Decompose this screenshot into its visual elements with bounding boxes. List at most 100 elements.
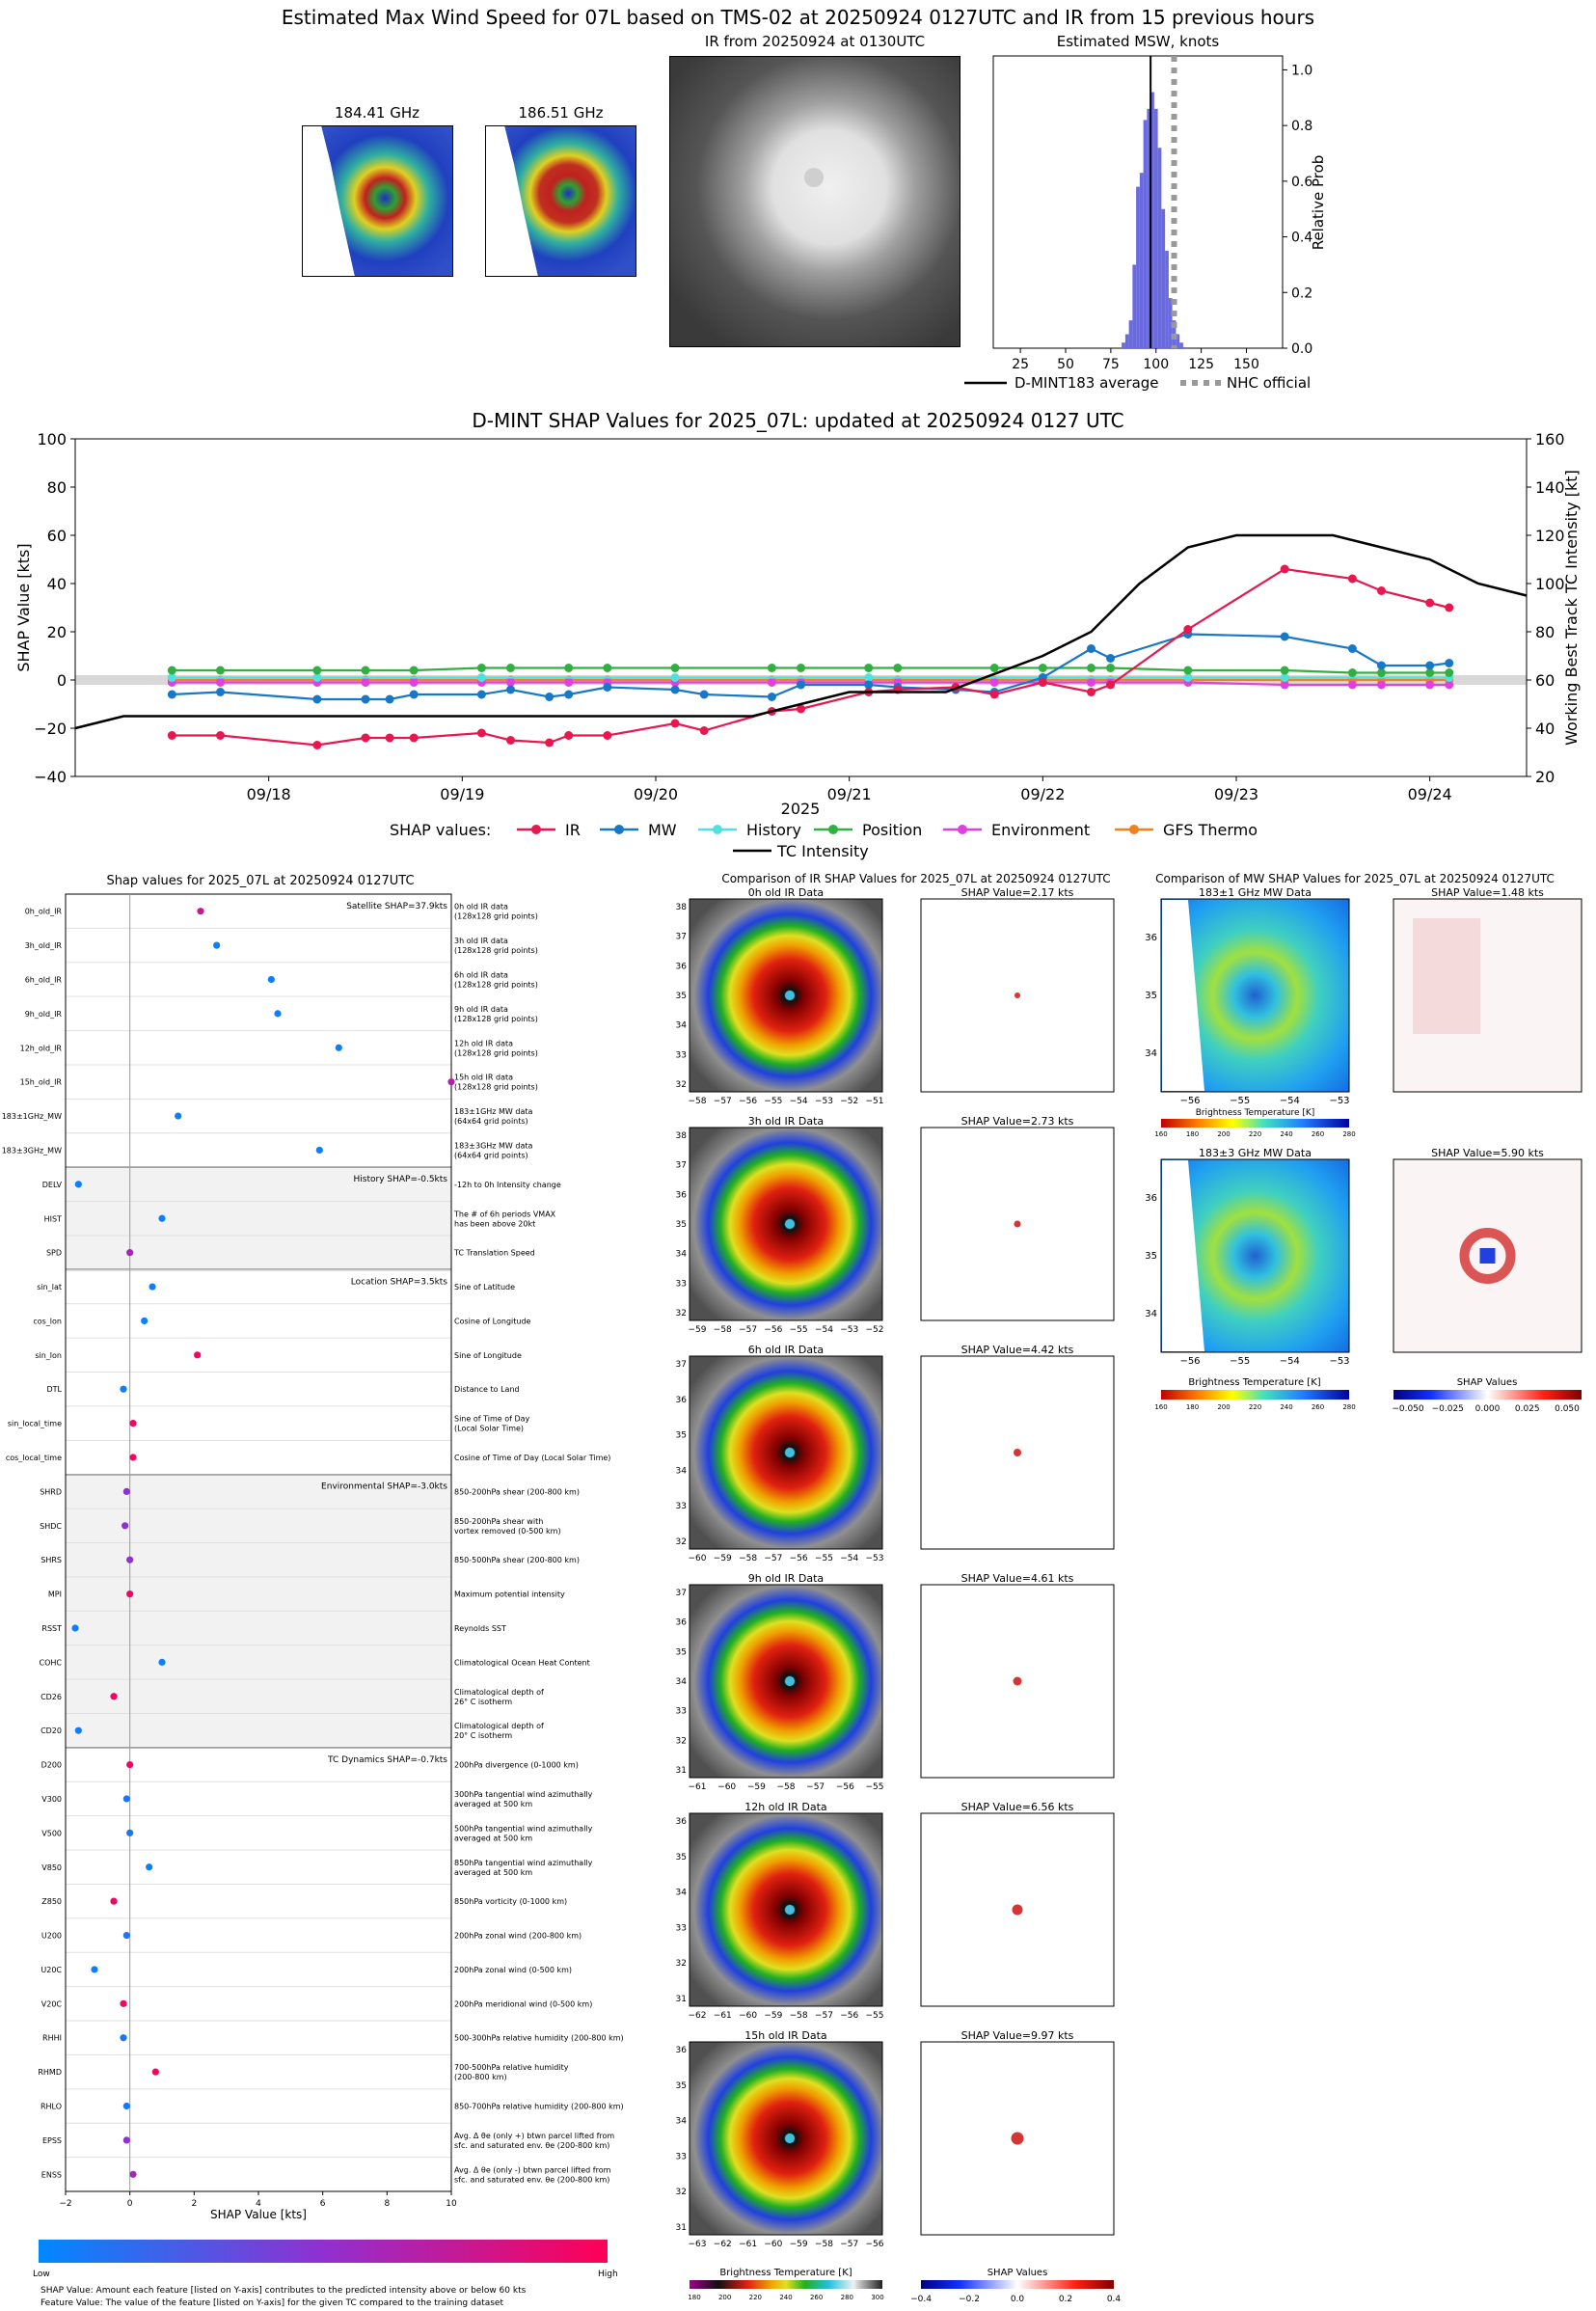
bee-point (129, 1420, 137, 1427)
ts-ytick: −20 (34, 720, 67, 738)
bee-feature-desc: 12h old IR data (454, 1039, 513, 1047)
ir-ytick: 32 (676, 1080, 687, 1090)
ts-point-ir (385, 733, 394, 743)
mw-row-title: 183±1 GHz MW Data (1199, 886, 1312, 899)
ir-xtick: −60 (717, 1782, 736, 1792)
ir-shap-hotspot (1014, 1449, 1021, 1456)
bee-feature-desc: -12h to 0h Intensity change (454, 1181, 561, 1189)
bee-point (74, 1181, 82, 1188)
hist-bar (1128, 320, 1133, 348)
ts-y2tick: 20 (1535, 768, 1555, 786)
bee-point (126, 1556, 134, 1563)
legend-nhc-label: NHC official (1227, 374, 1311, 392)
ir-eye (785, 1448, 795, 1457)
ts-point-history (1280, 673, 1289, 682)
ir-xtick: −60 (764, 2240, 782, 2249)
ir-xtick: −55 (866, 1782, 884, 1792)
mw-xtick: −55 (1230, 1356, 1250, 1367)
ts-legend-label: MW (648, 821, 677, 839)
bee-cb-low: Low (33, 2270, 50, 2279)
bee-feature-name: 9h_old_IR (25, 1010, 63, 1019)
mw-cb-tick-row1: 260 (1312, 1130, 1324, 1138)
ts-xtick: 09/22 (1020, 785, 1065, 803)
bee-point (122, 1931, 130, 1940)
ts-ytick: 100 (37, 430, 67, 449)
ts-point-environment (409, 678, 419, 687)
mw-xtick: −53 (1329, 1356, 1349, 1367)
bee-feature-desc: Avg. Δ θe (only +) btwn parcel lifted fr… (454, 2132, 614, 2140)
ir-ytick: 34 (676, 1250, 688, 1260)
ir-xtick: −55 (866, 2011, 884, 2021)
ts-point-mw (670, 685, 680, 694)
ir-ytick: 33 (676, 1502, 687, 1511)
bee-feature-desc: The # of 6h periods VMAX (453, 1210, 556, 1218)
ir-ytick: 34 (676, 1889, 688, 1898)
ts-point-history (670, 673, 680, 682)
bee-point (122, 2102, 130, 2110)
ir-panel-title: Comparison of IR SHAP Values for 2025_07… (721, 872, 1111, 885)
bee-feature-desc: 850hPa vorticity (0-1000 km) (454, 1897, 567, 1906)
main-title: Estimated Max Wind Speed for 07L based o… (281, 6, 1315, 29)
bee-point (158, 1214, 166, 1222)
ts-point-mw (167, 690, 176, 699)
ir-ytick: 32 (676, 1959, 687, 1969)
ts-point-position (216, 666, 225, 675)
bee-point (447, 1078, 455, 1086)
ir-xtick: −56 (836, 1782, 854, 1792)
bee-feature-desc: 300hPa tangential wind azimuthally (454, 1790, 593, 1799)
ts-point-position (893, 664, 903, 672)
bee-xtick: 0 (127, 2199, 133, 2209)
hist-xtick: 50 (1057, 357, 1074, 372)
ir-cb-tick: 200 (718, 2294, 731, 2301)
hist-bar (1168, 298, 1173, 348)
ts-point-environment (1280, 680, 1289, 690)
ts-line-environment (172, 681, 1449, 687)
ts-point-mw (1347, 644, 1357, 653)
ir-ytick: 32 (676, 2188, 687, 2197)
ir-ytick: 31 (676, 1766, 687, 1776)
ts-xtick: 09/19 (440, 785, 484, 803)
bee-feature-desc: Sine of Longitude (454, 1351, 522, 1360)
bee-point (71, 1624, 79, 1632)
hist-title: Estimated MSW, knots (1056, 33, 1220, 50)
bee-feature-desc: 500hPa tangential wind azimuthally (454, 1824, 593, 1833)
bee-feature-desc: Maximum potential intensity (454, 1591, 565, 1599)
mw-cb-tick: 180 (1186, 1403, 1199, 1411)
bee-feature-desc: 9h old IR data (454, 1005, 508, 1014)
ir-xtick: −54 (790, 1097, 808, 1106)
bee-feature-name: V20C (41, 1999, 63, 2008)
bee-feature-desc: Cosine of Longitude (454, 1317, 531, 1325)
bee-feature-name: RHMD (38, 2068, 62, 2077)
bee-feature-name: U200 (41, 1932, 62, 1941)
ir-ytick: 34 (676, 2117, 688, 2127)
hist-bar (1122, 342, 1125, 348)
ts-point-environment (506, 678, 515, 687)
mw-row-shap-value: SHAP Value=1.48 kts (1431, 886, 1544, 899)
ir-ytick: 38 (676, 903, 688, 912)
ts-y2label: Working Best Track TC Intensity [kt] (1562, 470, 1581, 746)
ir-ytick: 37 (676, 933, 687, 942)
ir-xtick: −56 (840, 2011, 858, 2021)
bee-feature-desc: 0h old IR data (454, 903, 508, 911)
ts-point-environment (1087, 678, 1096, 687)
bee-group-label: Location SHAP=3.5kts (351, 1277, 448, 1287)
ir-shap-cb-tick: 0.0 (1011, 2295, 1025, 2304)
ir-ytick: 32 (676, 1309, 687, 1319)
ts-point-environment (1425, 680, 1435, 690)
ir-xtick: −52 (840, 1097, 858, 1106)
mw-shap-cb-tick: −0.025 (1432, 1404, 1464, 1414)
ts-y2tick: 60 (1535, 671, 1555, 690)
ts-point-position (361, 666, 370, 675)
bee-feature-desc: (128x128 grid points) (454, 946, 538, 955)
ir-row-shap-value: SHAP Value=2.17 kts (961, 886, 1074, 899)
bee-feature-name: V850 (41, 1863, 62, 1872)
mw-row-title: 183±3 GHz MW Data (1199, 1147, 1312, 1159)
bee-point (129, 1454, 137, 1461)
bee-feature-name: SPD (46, 1249, 62, 1258)
hist-xtick: 150 (1233, 357, 1259, 372)
ts-point-environment (564, 678, 574, 687)
ir-cb-tick: 180 (688, 2294, 700, 2301)
ir-shap-hotspot (1014, 992, 1020, 998)
ts-point-mw (603, 683, 612, 692)
ts-xtick: 09/24 (1408, 785, 1452, 803)
